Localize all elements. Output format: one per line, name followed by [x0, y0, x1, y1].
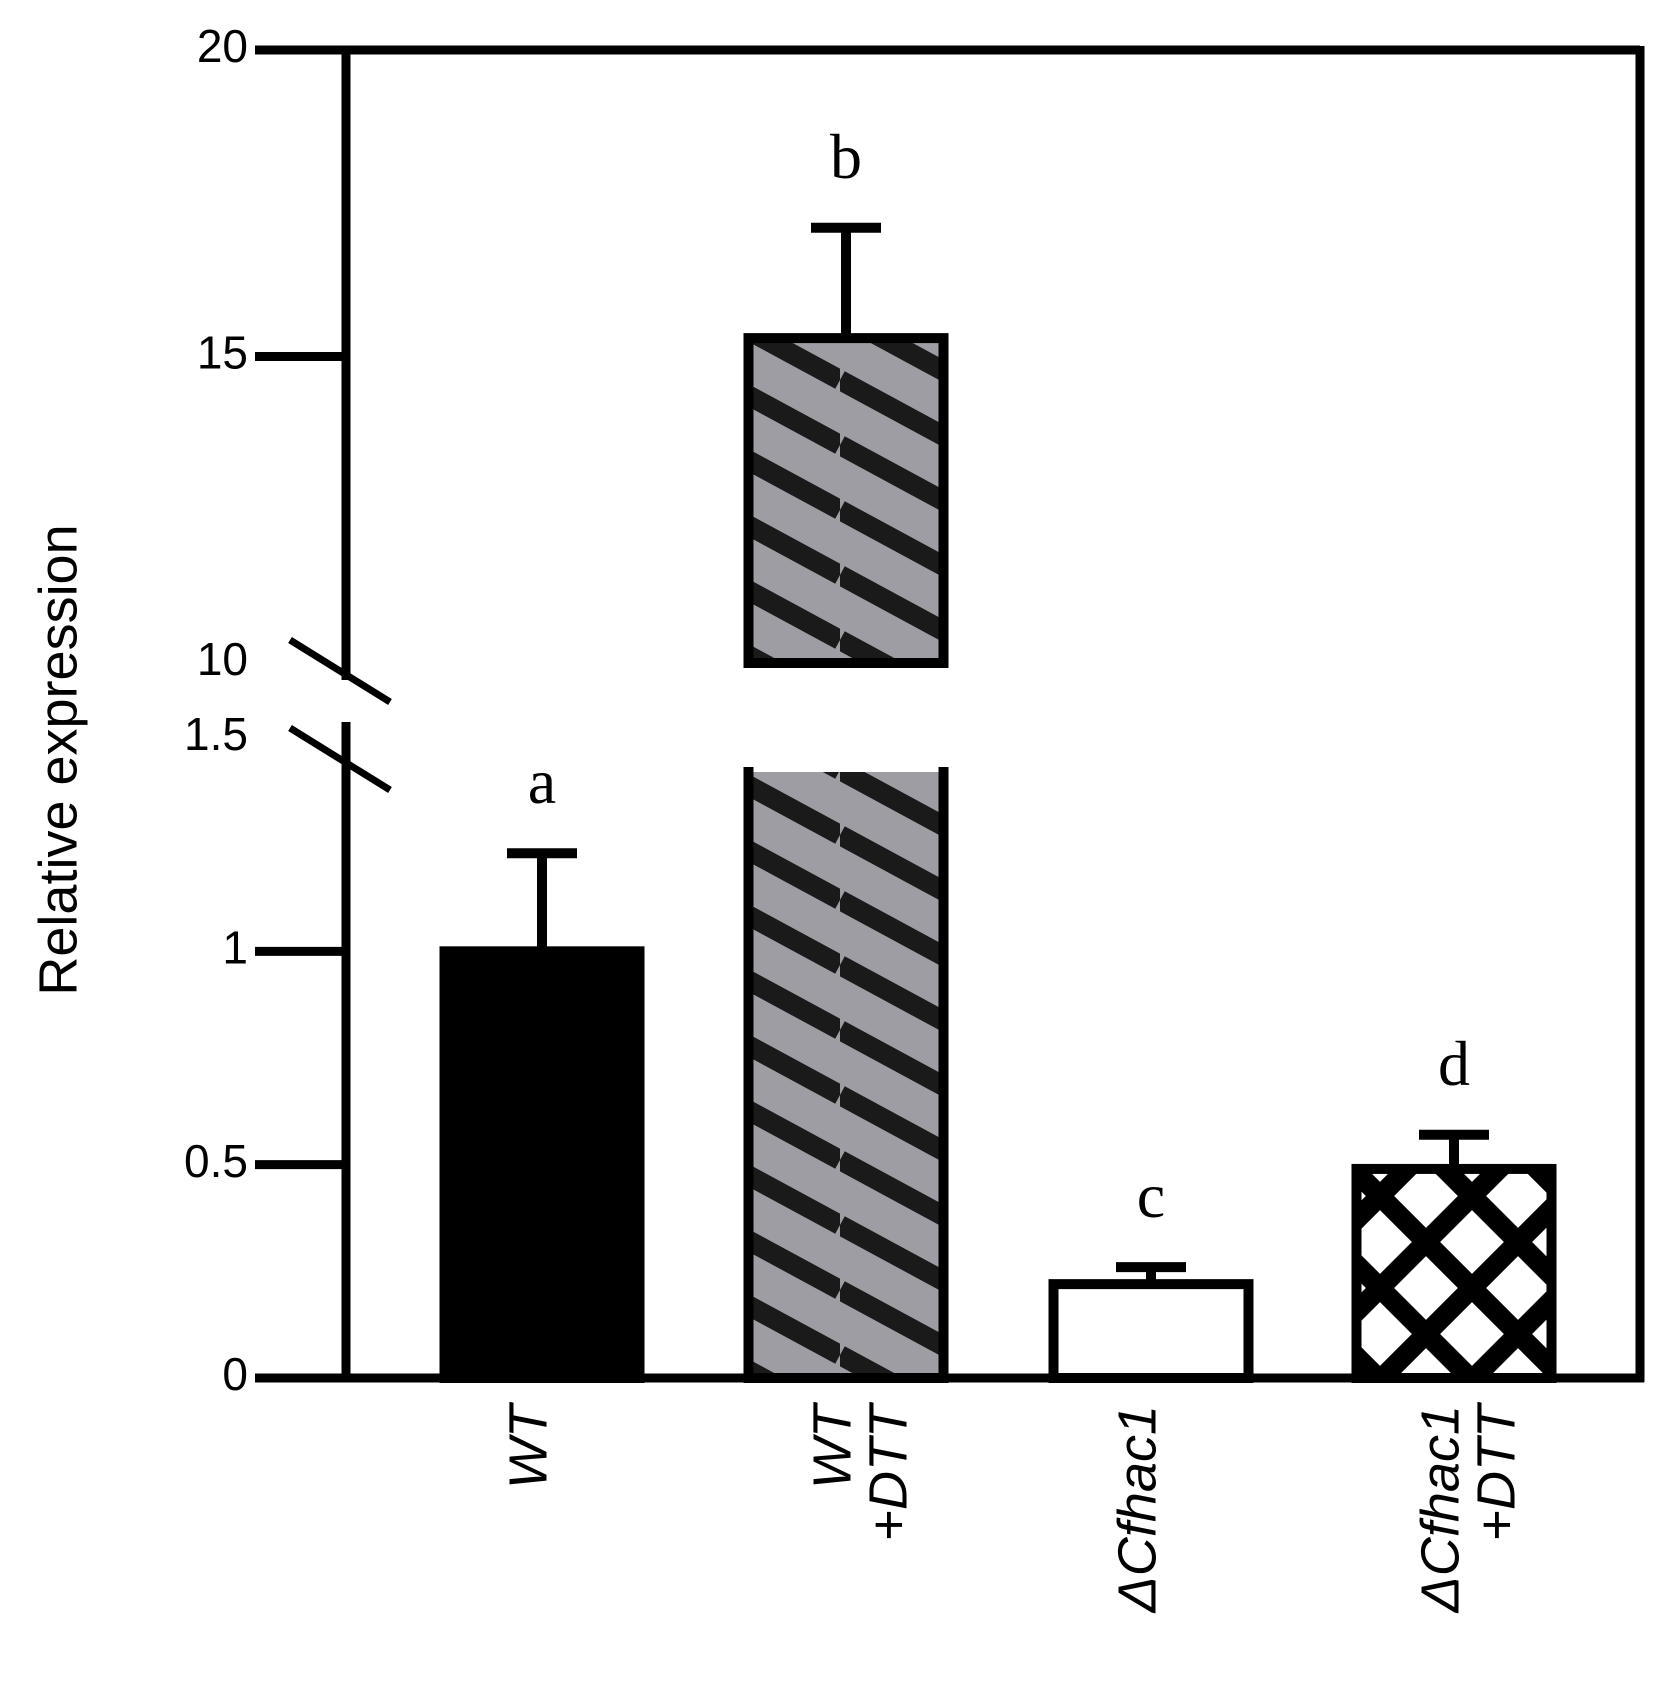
- bar: [439, 946, 645, 1383]
- significance-label: a: [528, 746, 556, 817]
- significance-label: b: [830, 121, 862, 192]
- bar: [1351, 1163, 1557, 1384]
- category-label-line: WT: [802, 1401, 862, 1489]
- category-label: ΔCfhac1+DTT: [1410, 1401, 1526, 1614]
- category-label: ΔCfhac1: [1107, 1405, 1167, 1614]
- y-tick-label: 15: [197, 327, 248, 379]
- significance-label: d: [1438, 1028, 1470, 1099]
- y-axis-title: Relative expression: [28, 524, 88, 995]
- y-tick-label: 10: [197, 633, 248, 685]
- significance-labels-group: a b c d: [528, 121, 1470, 1231]
- axis-break-mark-lower: [288, 725, 392, 793]
- bars-group: [439, 333, 1557, 1384]
- significance-label: c: [1137, 1160, 1165, 1231]
- category-label-line: ΔCfhac1: [1410, 1405, 1470, 1614]
- category-label-line: ΔCfhac1: [1107, 1405, 1167, 1614]
- category-label: WT+DTT: [802, 1401, 918, 1542]
- error-bars-group: [507, 222, 1489, 1285]
- y-tick-label: 20: [197, 20, 248, 72]
- bar: [1048, 1279, 1254, 1383]
- y-ticks-group: 0 0.5 1 1.5 10 15 20: [184, 20, 346, 1400]
- category-label-line: +DTT: [858, 1401, 918, 1542]
- category-label-line: WT: [498, 1401, 558, 1489]
- y-tick-label: 1.5: [184, 708, 248, 760]
- category-label-line: +DTT: [1466, 1401, 1526, 1542]
- category-labels-group: WT WT+DTT ΔCfhac1 ΔCfhac1+DTT: [498, 1401, 1526, 1614]
- bar-break-gap: [742, 760, 950, 772]
- y-tick-label: 0: [222, 1348, 248, 1400]
- bar: [743, 762, 949, 1383]
- axis-break-mark-upper: [288, 637, 392, 705]
- category-label: WT: [498, 1401, 558, 1489]
- y-tick-label: 0.5: [184, 1135, 248, 1187]
- y-tick-label: 1: [222, 921, 248, 973]
- bar: [743, 333, 949, 668]
